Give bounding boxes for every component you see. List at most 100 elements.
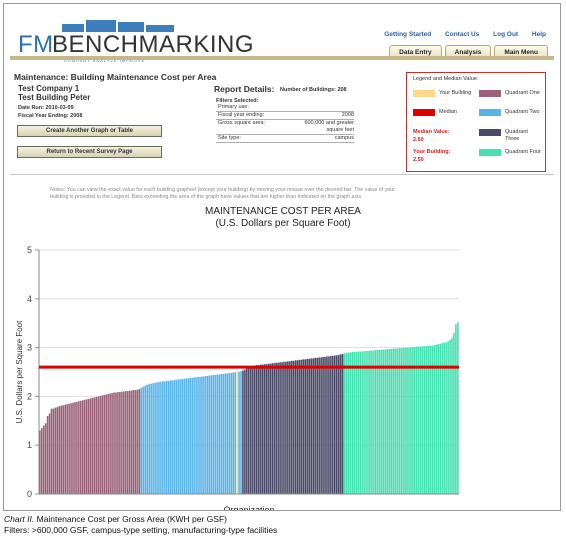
bar [406,347,408,494]
bar [304,359,307,494]
bar [371,350,373,494]
bar [158,381,160,494]
bar [439,343,442,494]
y-tick-label: 1 [27,440,32,450]
bar [191,377,193,494]
bar [339,354,342,494]
building-name: Test Building Peter [18,93,91,102]
link-getting-started[interactable]: Getting Started [384,31,432,38]
bar [234,372,236,494]
median-value-label: Median Value: [413,129,450,135]
bar [320,357,322,494]
company-name: Test Company 1 [18,84,80,93]
bar [232,372,234,494]
bar [183,378,186,494]
bar [322,356,324,494]
legend-label: Quadrant Three [505,129,528,142]
bar [421,346,424,494]
bar [169,380,172,494]
bar [134,390,137,494]
bar [300,359,303,494]
bar [136,389,139,494]
legend-label: Quadrant One [505,90,540,96]
bar [431,345,434,494]
logo-tagline: COMPANY ANALYZE IMPROVE [64,58,146,63]
bar [115,392,117,494]
bar [375,350,377,494]
bar [175,379,178,494]
bar [56,407,59,494]
bar [228,372,231,494]
cost-per-area-chart: 0 1 2 3 4 5 Organization U.S. Dollars per Squar… [15,245,459,510]
fm-benchmarking-logo[interactable]: FM BENCHMARKING COMPANY ANALYZE IMPROVE [14,20,254,63]
bar [437,344,440,494]
fiscal-year: Fiscal Year Ending: 2008 [18,113,83,119]
bar [382,349,385,494]
bar [349,352,352,494]
bar [171,380,174,494]
bar [361,351,363,494]
bar [449,339,451,494]
filter-label: Fiscal year ending: [218,112,265,118]
link-log-out[interactable]: Log Out [493,31,519,38]
bar [259,364,262,494]
return-to-survey-button[interactable]: Return to Recent Survey Page [17,146,162,158]
bar [386,349,389,494]
bar [312,358,315,494]
bar [165,380,168,494]
bar [417,346,420,494]
bar [337,354,340,494]
bar [167,380,170,494]
bar [117,392,119,494]
run-meta: Date Run: 2010-03-09 Fiscal Year Ending:… [18,104,82,120]
bar [83,399,86,494]
bar [273,363,276,494]
bar [445,342,447,494]
create-another-graph-button[interactable]: Create Another Graph or Table [17,125,162,137]
bar [236,372,238,494]
bar [50,408,53,494]
bar [390,349,393,494]
your-building-value: 2.50 [413,157,424,163]
tab-main-menu[interactable]: Main Menu [494,45,548,59]
bar [74,402,76,494]
bar [40,428,43,494]
legend-panel: Legend and Median Value: Your Building M… [406,72,546,172]
your-building-label: Your Building: [413,149,451,155]
bar [283,361,285,494]
bar [359,351,361,494]
bar [412,347,414,494]
bar [435,344,438,494]
legend-label: Quadrant Two [505,109,540,115]
tab-data-entry[interactable]: Data Entry [389,45,442,59]
legend-item: Your Building [413,90,475,97]
bar [332,355,334,494]
bar [39,430,41,494]
bar [226,373,229,494]
legend-swatch-quadrant-four [479,149,501,156]
bar [124,391,127,494]
bar [414,347,416,494]
legend-item: Quadrant Three [479,129,541,143]
bar [189,377,192,494]
link-contact-us[interactable]: Contact Us [445,31,480,38]
logo-main: BENCHMARKING [52,31,255,58]
bar [244,369,246,494]
bar [238,371,240,494]
filters-heading: Filters Selected: [216,98,259,104]
filter-row: Primary use: [216,104,354,112]
filter-value: campus [334,135,354,141]
date-run: Date Run: 2010-03-09 [18,105,74,111]
bar [66,404,68,494]
bar [101,395,104,494]
bar [355,351,358,494]
link-help[interactable]: Help [531,31,546,38]
bar [44,423,47,494]
tab-analysis[interactable]: Analysis [444,45,492,59]
bar [343,353,346,494]
bar [302,359,305,494]
legend-item: Quadrant One [479,90,541,97]
bar [326,356,328,494]
bar [246,368,248,494]
bar [148,384,150,494]
